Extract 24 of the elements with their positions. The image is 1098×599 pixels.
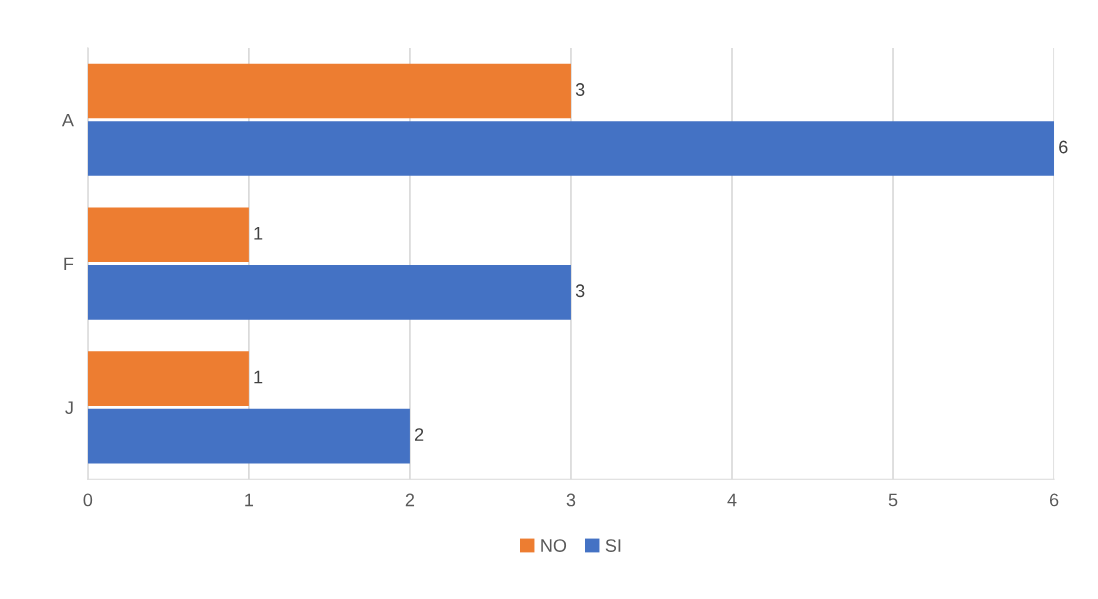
legend-label: NO	[541, 539, 567, 552]
x-tick-label: 2	[405, 493, 415, 507]
legend-label: SI	[605, 539, 621, 552]
bar	[87, 63, 571, 119]
x-tick-label: 0	[83, 493, 93, 507]
bar	[87, 408, 410, 464]
x-tick-label: 3	[566, 493, 576, 507]
data-label: 3	[575, 284, 585, 298]
data-label: 1	[254, 227, 263, 240]
data-label: 3	[575, 83, 585, 96]
x-tick-label: 4	[727, 493, 737, 507]
bar	[87, 265, 571, 320]
x-tick-label: 6	[1049, 493, 1059, 507]
bar	[87, 351, 249, 406]
y-tick-label: J	[65, 401, 73, 415]
data-label: 1	[254, 370, 263, 384]
data-label: 2	[415, 428, 424, 441]
y-tick-label: A	[61, 113, 74, 127]
data-label: 6	[1059, 140, 1068, 154]
x-tick-label: 1	[245, 493, 254, 507]
bar	[87, 121, 1055, 176]
bar	[87, 207, 249, 263]
y-tick-label: F	[64, 257, 74, 271]
x-tick-label: 5	[888, 493, 898, 507]
